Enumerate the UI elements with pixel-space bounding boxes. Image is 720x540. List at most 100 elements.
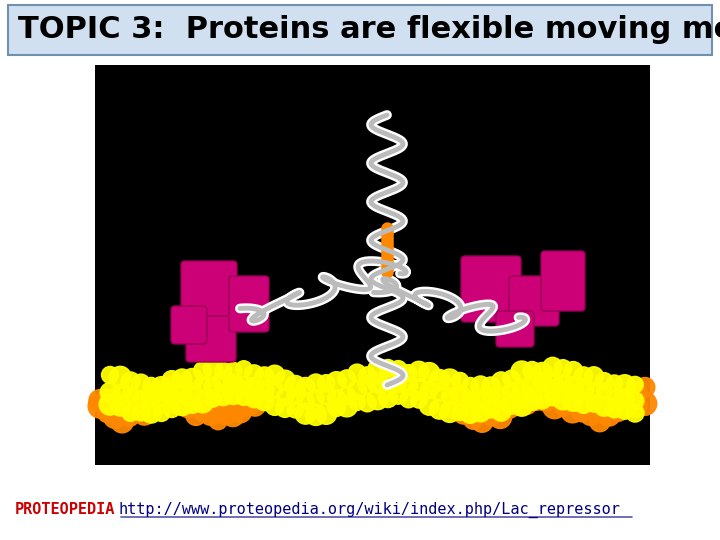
Circle shape bbox=[151, 376, 172, 397]
Circle shape bbox=[245, 390, 263, 408]
Circle shape bbox=[606, 389, 623, 407]
Circle shape bbox=[148, 392, 170, 414]
Circle shape bbox=[89, 389, 111, 412]
Circle shape bbox=[127, 402, 146, 420]
Circle shape bbox=[616, 395, 638, 417]
FancyBboxPatch shape bbox=[461, 256, 521, 322]
Circle shape bbox=[503, 370, 520, 387]
Circle shape bbox=[472, 397, 492, 417]
Circle shape bbox=[553, 389, 573, 410]
Circle shape bbox=[626, 404, 644, 422]
Circle shape bbox=[518, 396, 536, 414]
Circle shape bbox=[450, 386, 470, 406]
Circle shape bbox=[585, 396, 602, 412]
Circle shape bbox=[359, 367, 376, 384]
Circle shape bbox=[287, 402, 304, 418]
Circle shape bbox=[615, 389, 634, 408]
Circle shape bbox=[444, 387, 467, 409]
Circle shape bbox=[420, 381, 438, 399]
Circle shape bbox=[203, 360, 222, 379]
Circle shape bbox=[223, 390, 243, 409]
FancyBboxPatch shape bbox=[541, 251, 585, 311]
Circle shape bbox=[511, 361, 533, 382]
Circle shape bbox=[133, 403, 156, 425]
Circle shape bbox=[109, 366, 131, 388]
Circle shape bbox=[470, 389, 491, 410]
Circle shape bbox=[254, 390, 274, 410]
Circle shape bbox=[439, 369, 460, 390]
Circle shape bbox=[606, 389, 630, 414]
Circle shape bbox=[194, 391, 212, 409]
Circle shape bbox=[441, 388, 458, 405]
Circle shape bbox=[534, 391, 552, 409]
Circle shape bbox=[338, 370, 356, 388]
Circle shape bbox=[588, 393, 611, 416]
Circle shape bbox=[215, 402, 237, 424]
Circle shape bbox=[451, 373, 469, 389]
Circle shape bbox=[452, 404, 468, 421]
Circle shape bbox=[400, 364, 417, 381]
Circle shape bbox=[571, 401, 592, 422]
Circle shape bbox=[135, 390, 153, 408]
Circle shape bbox=[544, 389, 561, 406]
Circle shape bbox=[553, 374, 573, 395]
Circle shape bbox=[575, 367, 593, 385]
Circle shape bbox=[562, 386, 583, 407]
Circle shape bbox=[605, 399, 624, 418]
Circle shape bbox=[287, 388, 304, 404]
FancyBboxPatch shape bbox=[496, 311, 534, 347]
Circle shape bbox=[482, 387, 500, 404]
Circle shape bbox=[127, 390, 146, 408]
Circle shape bbox=[326, 372, 346, 392]
Circle shape bbox=[509, 397, 528, 415]
Circle shape bbox=[122, 386, 139, 403]
Circle shape bbox=[503, 382, 520, 399]
Circle shape bbox=[236, 381, 259, 404]
Circle shape bbox=[378, 388, 397, 408]
Circle shape bbox=[234, 376, 253, 396]
Circle shape bbox=[266, 397, 284, 415]
Circle shape bbox=[307, 389, 324, 406]
Circle shape bbox=[597, 402, 621, 426]
Circle shape bbox=[132, 391, 149, 408]
Circle shape bbox=[349, 394, 365, 410]
Circle shape bbox=[245, 365, 264, 384]
Circle shape bbox=[194, 376, 211, 394]
Circle shape bbox=[112, 396, 133, 417]
Text: http://www.proteopedia.org/wiki/index.php/Lac_repressor: http://www.proteopedia.org/wiki/index.ph… bbox=[118, 502, 620, 518]
Circle shape bbox=[229, 400, 252, 423]
Circle shape bbox=[511, 395, 533, 416]
Circle shape bbox=[525, 387, 548, 410]
Circle shape bbox=[554, 397, 573, 416]
Circle shape bbox=[580, 403, 602, 426]
Circle shape bbox=[255, 381, 274, 400]
Circle shape bbox=[265, 365, 284, 385]
FancyBboxPatch shape bbox=[181, 261, 237, 329]
Circle shape bbox=[222, 404, 244, 427]
Circle shape bbox=[597, 389, 621, 413]
Circle shape bbox=[513, 382, 531, 400]
Circle shape bbox=[163, 388, 181, 407]
Circle shape bbox=[171, 390, 192, 411]
Circle shape bbox=[455, 392, 473, 410]
Circle shape bbox=[315, 403, 337, 424]
Circle shape bbox=[110, 384, 130, 405]
Circle shape bbox=[543, 357, 562, 376]
Circle shape bbox=[460, 403, 480, 423]
Circle shape bbox=[244, 382, 266, 404]
Circle shape bbox=[482, 400, 500, 418]
Circle shape bbox=[244, 377, 264, 397]
Circle shape bbox=[192, 392, 213, 413]
FancyBboxPatch shape bbox=[186, 316, 236, 362]
Circle shape bbox=[444, 395, 467, 418]
Circle shape bbox=[204, 389, 222, 407]
Circle shape bbox=[141, 382, 162, 403]
Circle shape bbox=[88, 394, 112, 418]
Circle shape bbox=[390, 376, 406, 392]
Circle shape bbox=[521, 389, 543, 410]
Circle shape bbox=[318, 375, 335, 392]
Circle shape bbox=[194, 362, 212, 380]
Circle shape bbox=[523, 361, 541, 380]
Circle shape bbox=[155, 379, 178, 402]
Circle shape bbox=[120, 407, 139, 427]
